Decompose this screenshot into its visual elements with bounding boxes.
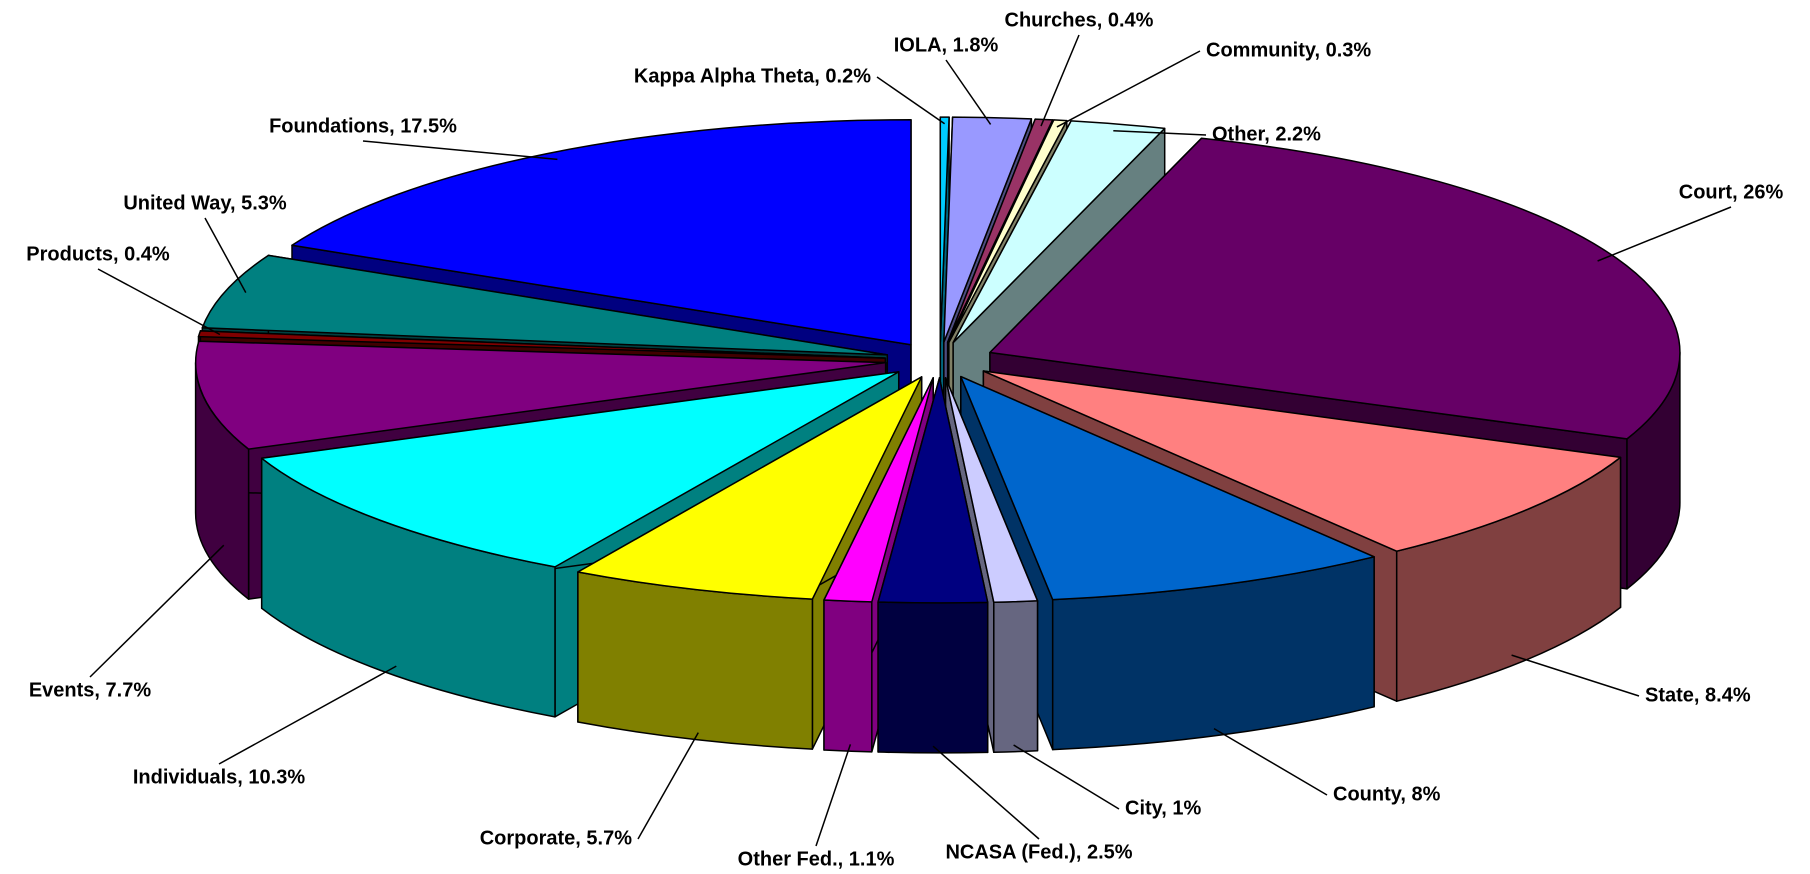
slice [197,330,887,359]
slice [948,119,1068,344]
slice-wall [877,601,989,754]
data-label: Community, 0.3% [1206,39,1371,61]
data-label: Events, 7.7% [29,679,152,701]
data-label: Foundations, 17.5% [269,115,457,137]
slice [260,371,900,568]
data-label: Corporate, 5.7% [480,827,632,849]
leader-line [1013,744,1120,810]
data-label: Products, 0.4% [26,243,170,265]
data-label: City, 1% [1125,797,1202,819]
slice-wall [823,599,873,753]
leader-line [637,732,699,840]
leader-line [1040,34,1080,127]
slice [943,116,1033,343]
slice-wall [577,571,814,750]
data-label: County, 8% [1333,783,1441,805]
leader-line [1511,654,1640,697]
pie [194,116,1681,754]
slice [960,375,1375,601]
leader-line [218,665,397,765]
leader-line [1597,206,1732,262]
leader-line [815,744,852,847]
slice [823,377,934,603]
slice [982,370,1622,552]
leader-line [204,217,247,293]
data-label: State, 8.4% [1645,684,1751,706]
slice [989,137,1681,440]
data-label: IOLA, 1.8% [894,34,999,56]
leader-line [1056,50,1201,128]
slice [952,120,1166,344]
slice [877,377,989,604]
leader-line [876,76,946,125]
slice [944,377,1039,604]
data-label: NCASA (Fed.), 2.5% [945,841,1132,863]
leader-line [1113,129,1207,136]
leader-line [932,745,1040,840]
slice [201,254,889,356]
slice [939,116,950,343]
data-label: Kappa Alpha Theta, 0.2% [634,65,871,87]
leader-line [362,140,558,161]
slice [291,119,912,346]
slice-wall [993,600,1039,754]
data-label: United Way, 5.3% [123,192,287,214]
labels: Kappa Alpha Theta, 0.2% IOLA, 1.8% Churche… [26,9,1783,870]
slice [577,376,923,600]
data-label: Other Fed., 1.1% [738,848,895,870]
leader-line [89,544,225,678]
leader-line [97,268,221,336]
data-label: Court, 26% [1679,181,1784,203]
data-label: Individuals, 10.3% [133,766,306,788]
data-label: Other, 2.2% [1212,123,1321,145]
leader-line [945,59,992,125]
data-label: Churches, 0.4% [1005,9,1154,31]
leader-line [1213,727,1328,796]
slice [194,340,887,450]
